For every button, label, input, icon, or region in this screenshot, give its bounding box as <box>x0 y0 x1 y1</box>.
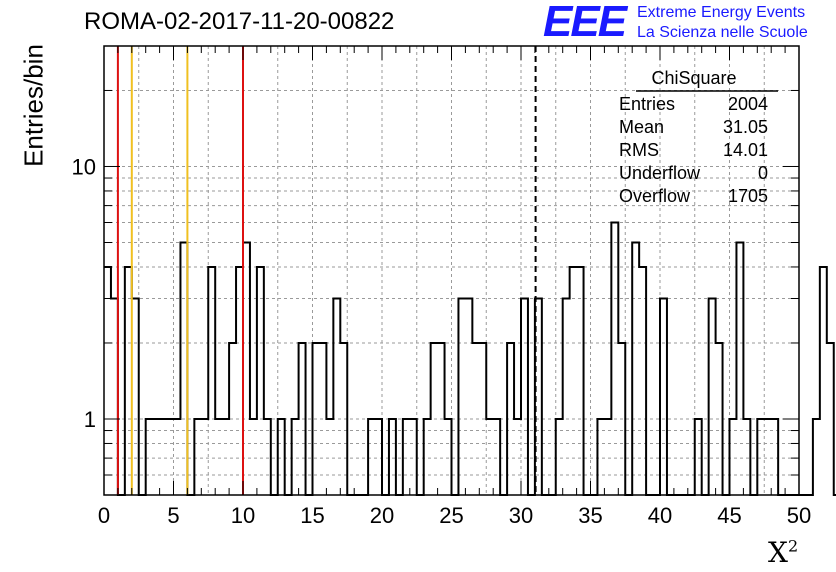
x-axis-label: X2 <box>768 536 798 569</box>
stats-value: 1705 <box>728 186 768 206</box>
y-axis-label: Entries/bin <box>18 44 49 167</box>
stats-label: Entries <box>619 94 675 114</box>
x-tick-label: 40 <box>648 503 672 528</box>
stats-label: Mean <box>619 117 664 137</box>
x-tick-label: 50 <box>787 503 811 528</box>
x-axis-label-main: X <box>768 536 788 569</box>
stats-value: 31.05 <box>723 117 768 137</box>
y-tick-label: 1 <box>84 407 96 432</box>
x-axis-label-sup: 2 <box>787 536 799 556</box>
chart-title: ROMA-02-2017-11-20-00822 <box>84 8 395 35</box>
stats-value: 2004 <box>728 94 768 114</box>
x-tick-label: 35 <box>578 503 602 528</box>
logo-line-1: Extreme Energy Events <box>637 4 806 21</box>
x-tick-label: 25 <box>439 503 463 528</box>
x-tick-label: 5 <box>167 503 179 528</box>
logo-line-2: La Scienza nelle Scuole <box>637 24 808 41</box>
stats-title: ChiSquare <box>651 68 736 88</box>
x-tick-label: 20 <box>370 503 394 528</box>
x-tick-label: 15 <box>300 503 324 528</box>
x-tick-label: 30 <box>509 503 533 528</box>
stats-label: Underflow <box>619 163 701 183</box>
y-tick-label: 10 <box>72 154 96 179</box>
stats-value: 0 <box>758 163 768 183</box>
histogram-series <box>104 221 836 496</box>
x-tick-label: 0 <box>98 503 110 528</box>
stats-value: 14.01 <box>723 140 768 160</box>
eee-logo: EEE <box>543 0 627 46</box>
x-tick-label: 10 <box>231 503 255 528</box>
stats-label: Overflow <box>619 186 691 206</box>
x-tick-label: 45 <box>717 503 741 528</box>
stats-label: RMS <box>619 140 659 160</box>
